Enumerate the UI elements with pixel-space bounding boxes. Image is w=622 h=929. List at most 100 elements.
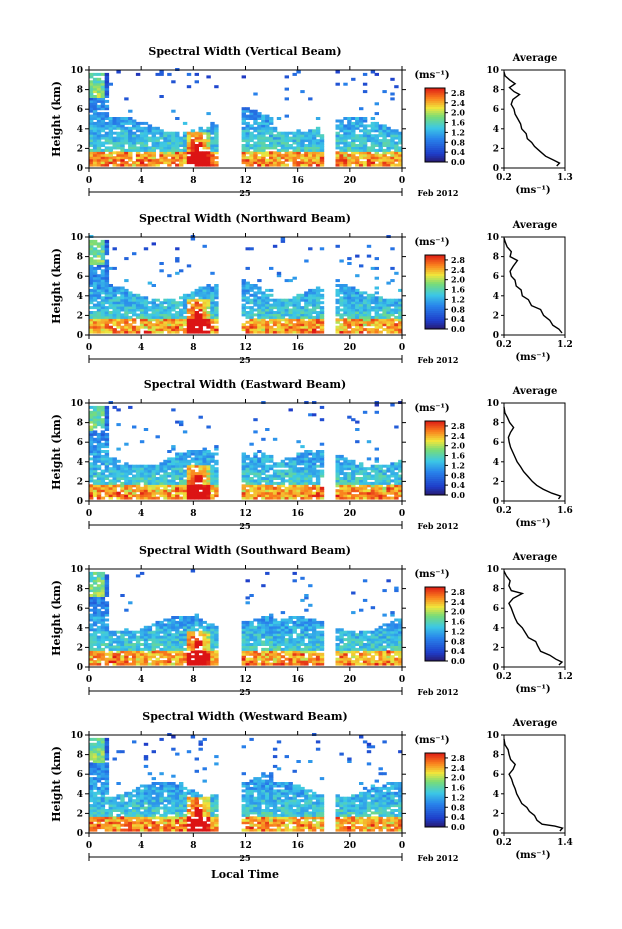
heatmap-cell <box>308 291 313 295</box>
heatmap-cell <box>249 109 254 113</box>
heatmap-cell <box>269 146 274 150</box>
heatmap-cell <box>272 156 278 160</box>
heatmap-cell <box>272 318 278 322</box>
heatmap-cell <box>186 479 192 483</box>
heatmap-cell <box>163 623 168 627</box>
heatmap-cell <box>198 288 203 292</box>
heatmap-cell <box>284 645 289 649</box>
heatmap-cell <box>300 630 305 634</box>
x-tick-label: 0 <box>86 509 92 519</box>
heatmap-cell <box>171 462 176 466</box>
heatmap-cell <box>280 318 286 322</box>
heatmap-cell <box>296 457 301 461</box>
heatmap-cell <box>315 474 321 478</box>
heatmap-cell <box>304 291 309 295</box>
heatmap-cell <box>96 112 102 116</box>
heatmap-cell <box>163 153 168 157</box>
colorbar-segment <box>425 443 445 447</box>
heatmap-cell <box>100 611 106 615</box>
heatmap-cell <box>272 146 278 150</box>
heatmap-cell <box>89 652 94 656</box>
heatmap-cell <box>198 496 203 500</box>
heatmap-cell <box>116 477 121 480</box>
heatmap-cell <box>276 144 282 147</box>
heatmap-cell <box>382 315 387 319</box>
heatmap-cell <box>366 301 372 305</box>
heatmap-cell <box>280 323 286 327</box>
heatmap-cell <box>308 158 313 162</box>
heatmap-cell <box>198 477 203 480</box>
heatmap-cell <box>116 156 121 160</box>
heatmap-cell <box>155 467 160 471</box>
avg-x-tick-label: 0.2 <box>496 173 512 183</box>
heatmap-cell <box>163 643 168 646</box>
heatmap-cell <box>362 298 368 302</box>
heatmap-cell <box>284 462 289 466</box>
heatmap-cell <box>394 271 399 275</box>
heatmap-cell <box>315 151 321 155</box>
heatmap-cell <box>366 131 372 135</box>
heatmap-cell <box>171 445 176 449</box>
heatmap-cell <box>92 134 98 138</box>
heatmap-cell <box>100 129 106 133</box>
heatmap-cell <box>241 647 246 651</box>
heatmap-cell <box>112 318 117 322</box>
x-tick-label: 12 <box>239 343 252 353</box>
heatmap-cell <box>163 496 168 500</box>
heatmap-cell <box>241 328 246 332</box>
heatmap-cell <box>335 306 340 310</box>
heatmap-cell <box>89 239 94 243</box>
heatmap-cell <box>159 635 164 639</box>
heatmap-cell <box>104 660 110 664</box>
heatmap-cell <box>359 315 364 319</box>
heatmap-cell <box>143 647 149 651</box>
heatmap-cell <box>300 494 305 498</box>
heatmap-cell <box>272 625 278 629</box>
heatmap-cell <box>370 301 376 305</box>
heatmap-cell <box>100 425 106 429</box>
heatmap-cell <box>284 163 289 167</box>
heatmap-cell <box>312 288 317 292</box>
heatmap-cell <box>100 323 106 327</box>
heatmap-cell <box>92 85 98 89</box>
heatmap-cell <box>190 662 196 666</box>
heatmap-cell <box>335 320 340 324</box>
y-tick-label: 10 <box>70 66 83 76</box>
heatmap-cell <box>343 474 348 478</box>
heatmap-cell <box>308 618 313 622</box>
heatmap-cell <box>319 660 325 664</box>
heatmap-cell <box>347 156 352 160</box>
heatmap-cell <box>276 645 282 649</box>
colorbar: 0.00.40.81.21.62.02.42.8(ms⁻¹) <box>414 403 465 500</box>
heatmap-cell <box>116 121 121 125</box>
heatmap-cell <box>355 124 360 128</box>
heatmap-cell <box>272 126 278 130</box>
heatmap-cell <box>186 625 192 629</box>
heatmap-cell <box>104 247 110 251</box>
colorbar-tick-label: 2.0 <box>451 275 465 285</box>
heatmap-cell <box>104 148 110 152</box>
heatmap-cell <box>300 481 305 485</box>
heatmap-cell <box>351 156 356 160</box>
heatmap-cell <box>288 657 293 661</box>
heatmap-cell <box>132 163 137 167</box>
colorbar-unit: (ms⁻¹) <box>414 237 449 248</box>
heatmap-cell <box>163 494 168 498</box>
colorbar-segment <box>425 285 445 289</box>
heatmap-cell <box>245 296 250 300</box>
heatmap-cell <box>143 635 149 639</box>
heatmap-cell <box>96 420 102 424</box>
heatmap-cell <box>96 474 102 478</box>
heatmap-cell <box>171 134 176 138</box>
heatmap-cell <box>319 308 325 312</box>
heatmap-cell <box>96 650 102 654</box>
heatmap-cell <box>198 323 203 327</box>
heatmap-cell <box>245 469 250 473</box>
heatmap-cell <box>265 161 270 165</box>
heatmap-cell <box>378 469 383 473</box>
heatmap-cell <box>143 136 149 140</box>
heatmap-cell <box>151 464 156 468</box>
heatmap-cell <box>241 121 246 125</box>
heatmap-cell <box>100 630 106 634</box>
heatmap-cell <box>128 296 133 300</box>
